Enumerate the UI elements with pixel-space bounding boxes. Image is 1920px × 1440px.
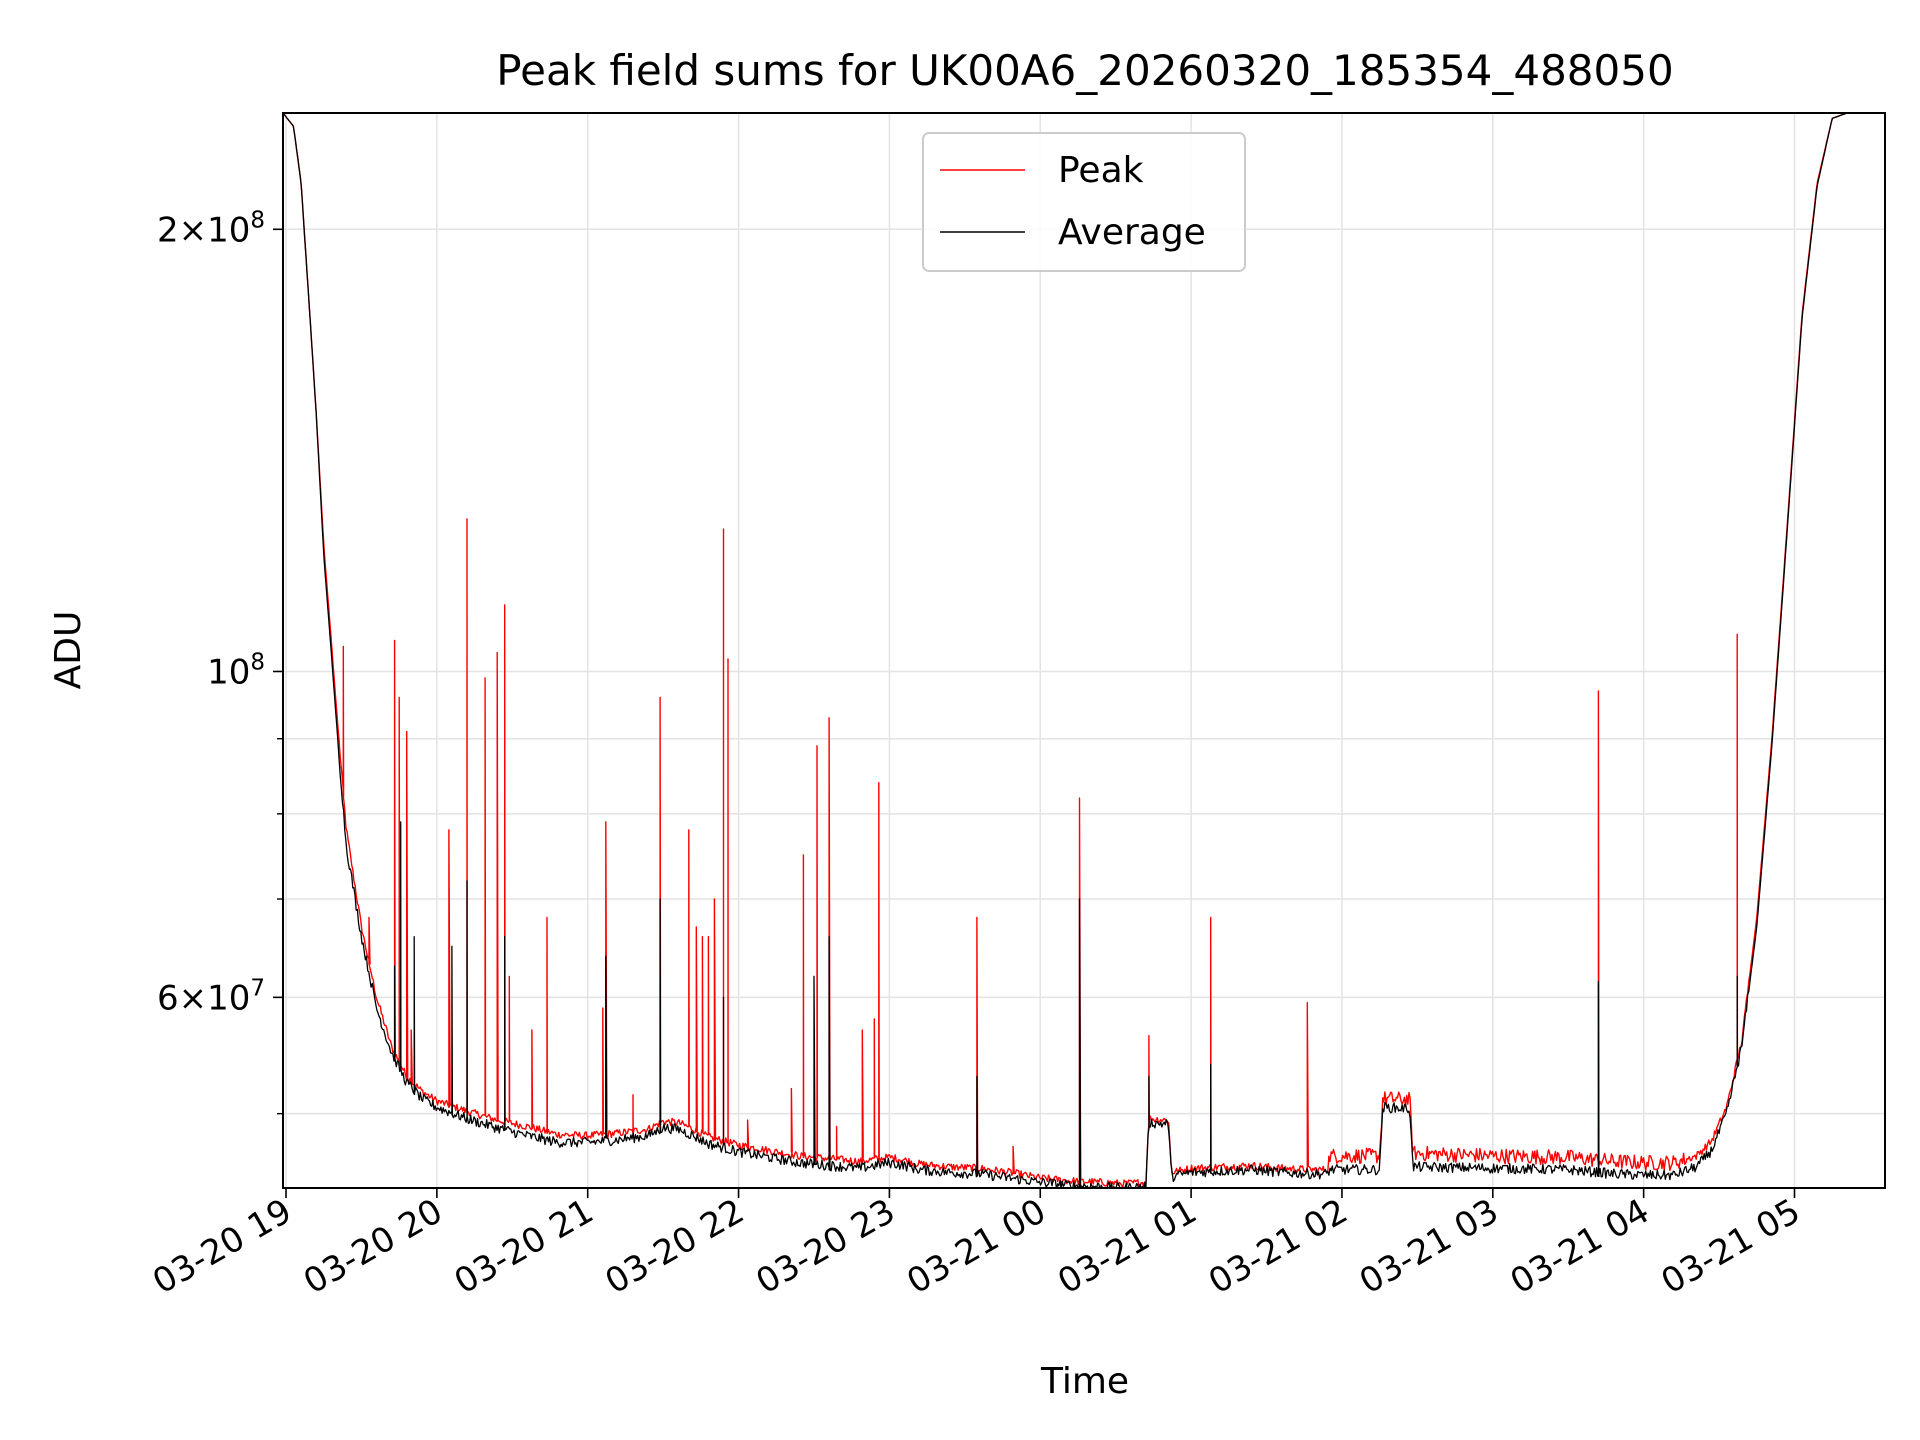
y-tick-label: 6×107 — [157, 975, 265, 1018]
peak-series-line — [283, 113, 1885, 1188]
plot-frame — [282, 112, 1886, 1189]
legend: Peak Average — [922, 132, 1246, 272]
legend-average-label: Average — [1058, 212, 1206, 253]
chart-title: Peak field sums for UK00A6_20260320_1853… — [496, 46, 1673, 95]
x-tick-label: 03-20 19 — [146, 1191, 298, 1302]
average-series-line — [283, 113, 1885, 1188]
x-axis-label: Time — [1040, 1361, 1129, 1402]
y-tick-label: 108 — [207, 649, 265, 692]
x-tick-label: 03-21 04 — [1504, 1191, 1656, 1302]
y-axis-label: ADU — [48, 611, 89, 690]
grid — [283, 113, 1885, 1188]
x-tick-label: 03-21 00 — [900, 1191, 1052, 1302]
plot-area — [283, 113, 1885, 1188]
x-tick-label: 03-21 02 — [1202, 1191, 1354, 1302]
x-tick-label: 03-21 01 — [1051, 1191, 1203, 1302]
x-tick-label: 03-21 05 — [1655, 1191, 1807, 1302]
x-tick-label: 03-20 21 — [448, 1191, 600, 1302]
legend-peak-label: Peak — [1058, 150, 1144, 191]
legend-box — [922, 132, 1246, 272]
x-tick-label: 03-21 03 — [1353, 1191, 1505, 1302]
y-tick-label: 2×108 — [157, 207, 265, 250]
x-tick-label: 03-20 23 — [750, 1191, 902, 1302]
x-tick-label: 03-20 20 — [297, 1191, 449, 1302]
x-tick-label: 03-20 22 — [599, 1191, 751, 1302]
